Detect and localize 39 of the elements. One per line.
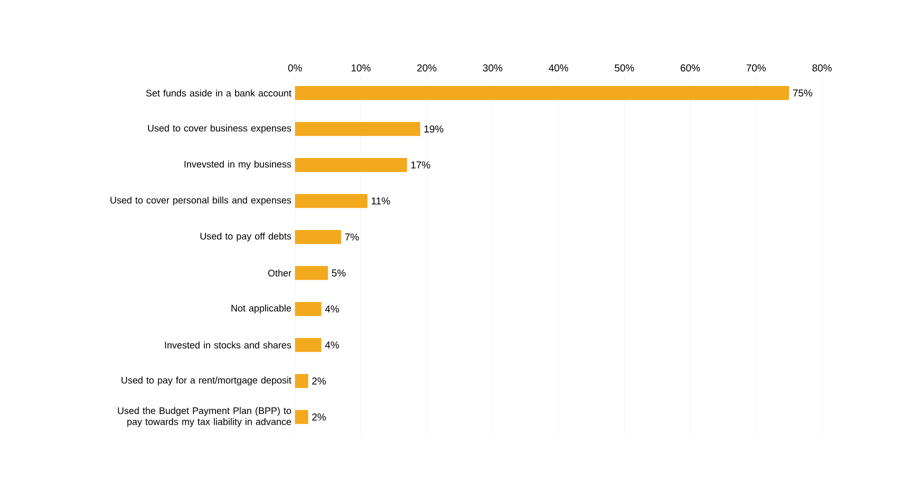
bar [295, 158, 407, 172]
data-label: 2% [312, 377, 326, 385]
data-label: 75% [793, 89, 812, 97]
data-label: 4% [325, 341, 339, 348]
x-tick-label: 10% [352, 64, 371, 72]
x-tick-label: 0% [288, 64, 302, 72]
data-label: 7% [345, 233, 359, 240]
y-tick-label: Used to cover business expenses [148, 124, 292, 134]
y-tick-label: Not applicable [232, 304, 292, 314]
data-label: 17% [411, 161, 430, 168]
bar [295, 122, 420, 136]
bar [295, 374, 308, 388]
x-tick-label: 50% [614, 64, 634, 72]
x-tick-label: 70% [746, 64, 766, 72]
y-tick-label: Used to cover personal bills and expenses [110, 196, 292, 206]
bar [295, 410, 308, 424]
y-tick-label: Used the Budget Payment Plan (BPP) to pay towards my tax liability in advance [118, 407, 292, 427]
data-label: 11% [372, 197, 390, 204]
bar [295, 266, 328, 280]
y-tick-label: Used to pay off debts [200, 232, 292, 242]
y-tick-label: Used to pay for a rent/mortgage deposit [122, 376, 292, 386]
y-tick-label: Other [268, 270, 292, 276]
x-tick-label: 30% [482, 64, 502, 72]
x-tick-label: 40% [548, 64, 568, 72]
data-label: 2% [312, 413, 326, 421]
x-tick-label: 20% [417, 64, 436, 72]
y-tick-label: Invevsted in my business [184, 160, 292, 170]
bar [295, 230, 342, 244]
y-tick-label: Invested in stocks and shares [165, 342, 292, 348]
bar [295, 86, 790, 100]
data-label: 19% [424, 125, 444, 133]
bar [295, 338, 322, 352]
x-tick-label: 60% [680, 64, 700, 72]
y-tick-label: Set funds aside in a bank account [146, 90, 292, 96]
x-tick-label: 80% [812, 64, 832, 72]
data-label: 5% [332, 269, 346, 277]
bar [295, 194, 368, 208]
bar [295, 302, 322, 316]
data-label: 4% [325, 305, 339, 312]
